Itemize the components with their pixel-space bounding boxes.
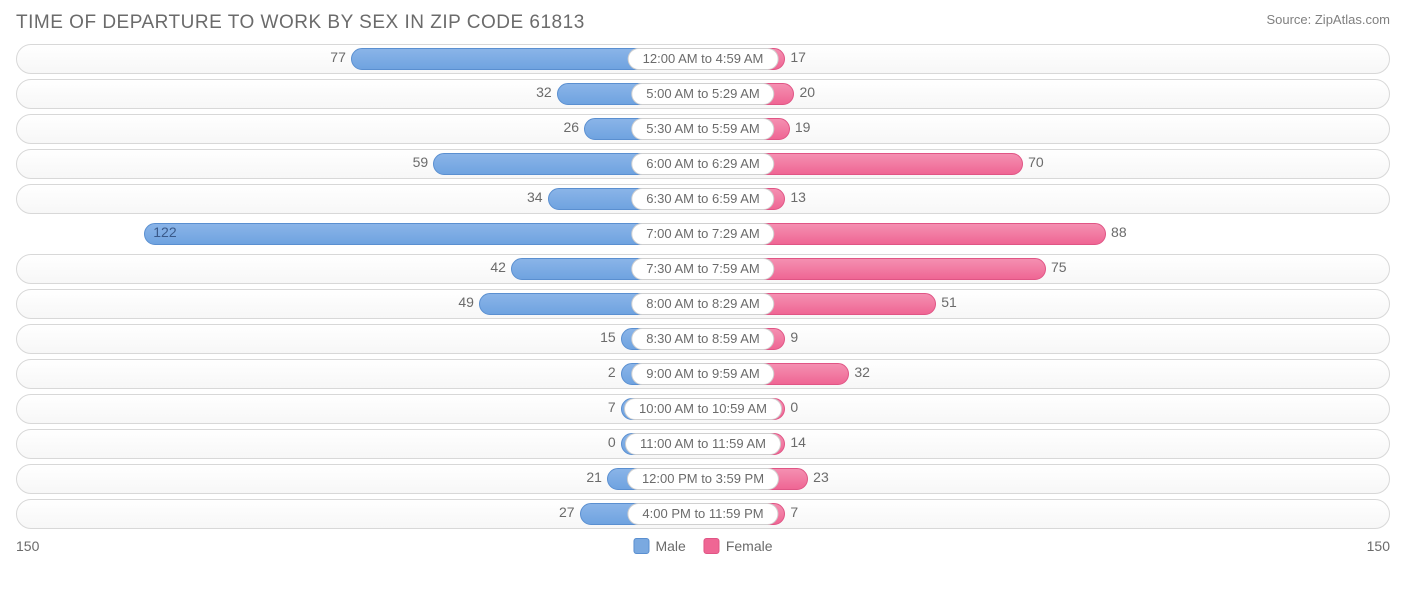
chart-legend: Male Female bbox=[633, 538, 772, 554]
category-label: 12:00 AM to 4:59 AM bbox=[628, 48, 779, 70]
female-value: 17 bbox=[784, 49, 806, 65]
female-value: 20 bbox=[793, 84, 815, 100]
male-half: 122 bbox=[16, 219, 703, 249]
male-half: 21 bbox=[17, 465, 703, 493]
female-half: 20 bbox=[703, 80, 1389, 108]
category-label: 5:00 AM to 5:29 AM bbox=[631, 83, 774, 105]
category-label: 8:00 AM to 8:29 AM bbox=[631, 293, 774, 315]
male-value: 42 bbox=[490, 259, 512, 275]
male-value: 59 bbox=[413, 154, 435, 170]
female-half: 51 bbox=[703, 290, 1389, 318]
male-half: 27 bbox=[17, 500, 703, 528]
category-label: 12:00 PM to 3:59 PM bbox=[627, 468, 779, 490]
male-half: 15 bbox=[17, 325, 703, 353]
male-value: 15 bbox=[600, 329, 622, 345]
chart-row: 27 7 4:00 PM to 11:59 PM bbox=[16, 499, 1390, 529]
category-label: 8:30 AM to 8:59 AM bbox=[631, 328, 774, 350]
legend-male: Male bbox=[633, 538, 685, 554]
chart-row: 77 17 12:00 AM to 4:59 AM bbox=[16, 44, 1390, 74]
female-value: 23 bbox=[807, 469, 829, 485]
chart-row: 21 23 12:00 PM to 3:59 PM bbox=[16, 464, 1390, 494]
female-half: 17 bbox=[703, 45, 1389, 73]
chart-row: 59 70 6:00 AM to 6:29 AM bbox=[16, 149, 1390, 179]
female-half: 0 bbox=[703, 395, 1389, 423]
category-label: 7:30 AM to 7:59 AM bbox=[631, 258, 774, 280]
female-value: 51 bbox=[935, 294, 957, 310]
category-label: 9:00 AM to 9:59 AM bbox=[631, 363, 774, 385]
legend-female: Female bbox=[704, 538, 773, 554]
male-value-inside: 122 bbox=[153, 224, 176, 240]
female-half: 9 bbox=[703, 325, 1389, 353]
male-value: 32 bbox=[536, 84, 558, 100]
male-value: 34 bbox=[527, 189, 549, 205]
chart-row: 32 20 5:00 AM to 5:29 AM bbox=[16, 79, 1390, 109]
male-half: 7 bbox=[17, 395, 703, 423]
male-half: 42 bbox=[17, 255, 703, 283]
chart-footer: 150 Male Female 150 bbox=[16, 534, 1390, 558]
female-value: 32 bbox=[848, 364, 870, 380]
legend-female-label: Female bbox=[726, 538, 773, 554]
female-value: 70 bbox=[1022, 154, 1044, 170]
female-half: 7 bbox=[703, 500, 1389, 528]
female-value: 9 bbox=[784, 329, 798, 345]
male-half: 59 bbox=[17, 150, 703, 178]
chart-row: 34 13 6:30 AM to 6:59 AM bbox=[16, 184, 1390, 214]
axis-left-max: 150 bbox=[16, 538, 39, 554]
male-value: 21 bbox=[586, 469, 608, 485]
male-half: 34 bbox=[17, 185, 703, 213]
chart-row: 15 9 8:30 AM to 8:59 AM bbox=[16, 324, 1390, 354]
female-half: 88 bbox=[703, 219, 1390, 249]
legend-male-label: Male bbox=[655, 538, 685, 554]
male-half: 0 bbox=[17, 430, 703, 458]
female-value: 19 bbox=[789, 119, 811, 135]
male-value: 26 bbox=[564, 119, 586, 135]
chart-row: 7 010:00 AM to 10:59 AM bbox=[16, 394, 1390, 424]
female-swatch bbox=[704, 538, 720, 554]
category-label: 4:00 PM to 11:59 PM bbox=[627, 503, 778, 525]
female-value: 0 bbox=[784, 399, 798, 415]
female-half: 14 bbox=[703, 430, 1389, 458]
male-value: 77 bbox=[330, 49, 352, 65]
chart-row: 26 19 5:30 AM to 5:59 AM bbox=[16, 114, 1390, 144]
male-swatch bbox=[633, 538, 649, 554]
chart-row: 2 32 9:00 AM to 9:59 AM bbox=[16, 359, 1390, 389]
chart-title: TIME OF DEPARTURE TO WORK BY SEX IN ZIP … bbox=[16, 12, 585, 34]
category-label: 11:00 AM to 11:59 AM bbox=[625, 433, 781, 455]
chart-header: TIME OF DEPARTURE TO WORK BY SEX IN ZIP … bbox=[16, 12, 1390, 34]
diverging-bar-chart: 771712:00 AM to 4:59 AM32205:00 AM to 5:… bbox=[16, 44, 1390, 529]
male-value: 27 bbox=[559, 504, 581, 520]
chart-row: 122 88 7:00 AM to 7:29 AM bbox=[16, 219, 1390, 249]
female-value: 75 bbox=[1045, 259, 1067, 275]
female-half: 23 bbox=[703, 465, 1389, 493]
category-label: 10:00 AM to 10:59 AM bbox=[624, 398, 782, 420]
female-value: 88 bbox=[1105, 224, 1127, 240]
category-label: 7:00 AM to 7:29 AM bbox=[631, 223, 774, 245]
chart-row: 49 51 8:00 AM to 8:29 AM bbox=[16, 289, 1390, 319]
male-half: 2 bbox=[17, 360, 703, 388]
chart-row: 42 75 7:30 AM to 7:59 AM bbox=[16, 254, 1390, 284]
axis-right-max: 150 bbox=[1367, 538, 1390, 554]
category-label: 6:30 AM to 6:59 AM bbox=[631, 188, 774, 210]
female-value: 14 bbox=[784, 434, 806, 450]
female-half: 32 bbox=[703, 360, 1389, 388]
male-half: 77 bbox=[17, 45, 703, 73]
male-half: 49 bbox=[17, 290, 703, 318]
male-value: 49 bbox=[458, 294, 480, 310]
male-value: 7 bbox=[608, 399, 622, 415]
male-half: 26 bbox=[17, 115, 703, 143]
male-value: 2 bbox=[608, 364, 622, 380]
category-label: 5:30 AM to 5:59 AM bbox=[631, 118, 774, 140]
female-half: 75 bbox=[703, 255, 1389, 283]
female-half: 70 bbox=[703, 150, 1389, 178]
chart-row: 0 1411:00 AM to 11:59 AM bbox=[16, 429, 1390, 459]
chart-source: Source: ZipAtlas.com bbox=[1266, 12, 1390, 27]
male-bar: 122 bbox=[144, 223, 703, 245]
female-value: 13 bbox=[784, 189, 806, 205]
female-value: 7 bbox=[784, 504, 798, 520]
female-half: 13 bbox=[703, 185, 1389, 213]
male-half: 32 bbox=[17, 80, 703, 108]
female-half: 19 bbox=[703, 115, 1389, 143]
category-label: 6:00 AM to 6:29 AM bbox=[631, 153, 774, 175]
male-value: 0 bbox=[608, 434, 622, 450]
